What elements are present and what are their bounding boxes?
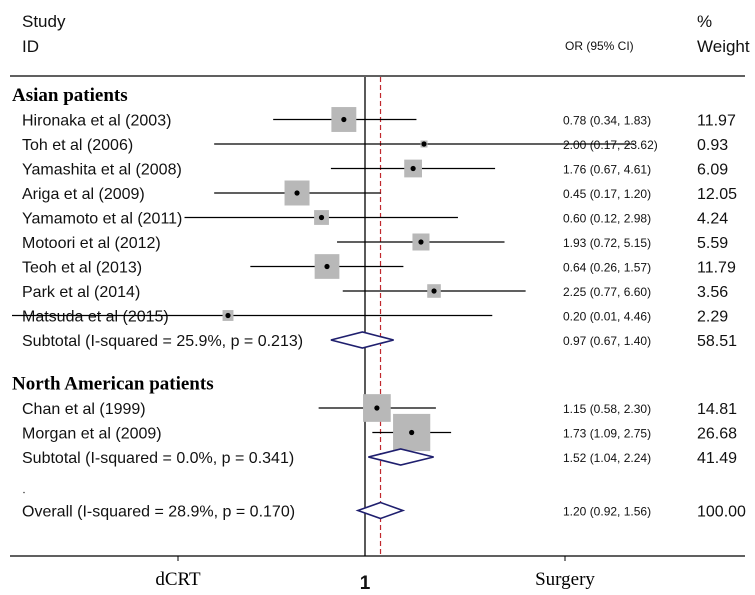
study-label: Motoori et al (2012) (22, 235, 161, 252)
x-axis-label-left: dCRT (155, 569, 201, 590)
study-weight-text: 26.68 (697, 426, 737, 443)
study-label: Morgan et al (2009) (22, 426, 162, 443)
group-heading: North American patients (12, 374, 214, 395)
study-weight-text: 12.05 (697, 186, 737, 203)
study-ci-text: 1.15 (0.58, 2.30) (563, 402, 651, 416)
subtotal-label: Subtotal (I-squared = 0.0%, p = 0.341) (22, 450, 294, 467)
study-point-estimate (374, 405, 380, 411)
study-label: Park et al (2014) (22, 284, 140, 301)
study-ci-text: 2.25 (0.77, 6.60) (563, 285, 651, 299)
study-weight-text: 4.24 (697, 211, 728, 228)
spacer-dot (23, 491, 25, 494)
study-point-estimate (421, 141, 427, 147)
study-ci-text: 0.64 (0.26, 1.57) (563, 261, 651, 275)
subtotal-label: Subtotal (I-squared = 25.9%, p = 0.213) (22, 333, 303, 350)
study-weight-text: 0.93 (697, 137, 728, 154)
study-point-estimate (318, 214, 325, 221)
study-point-estimate (409, 429, 415, 436)
study-label: Yamamoto et al (2011) (22, 211, 182, 228)
study-weight-text: 11.97 (697, 113, 736, 130)
study-ci-text: 0.20 (0.01, 4.46) (563, 310, 651, 324)
study-point-estimate (431, 288, 437, 294)
study-label: Yamashita et al (2008) (22, 162, 182, 179)
group-heading: Asian patients (12, 85, 128, 106)
study-ci-text: 1.76 (0.67, 4.61) (563, 163, 651, 177)
header-study-line1: Study (22, 12, 66, 31)
study-label: Hironaka et al (2003) (22, 113, 171, 130)
study-point-estimate (294, 190, 300, 196)
study-label: Teoh et al (2013) (22, 260, 142, 277)
header-or-label: OR (95% CI) (565, 39, 634, 53)
overall-label: Overall (I-squared = 28.9%, p = 0.170) (22, 504, 295, 521)
study-ci-text: 0.45 (0.17, 1.20) (563, 187, 651, 201)
study-label: Ariga et al (2009) (22, 186, 145, 203)
study-ci-text: 1.93 (0.72, 5.15) (563, 236, 651, 250)
overall-ci-text: 1.20 (0.92, 1.56) (563, 505, 651, 519)
header-weight-line2: Weight (697, 37, 750, 56)
subtotal-diamond (330, 331, 394, 349)
study-point-estimate (324, 263, 330, 270)
study-point-estimate (341, 116, 347, 123)
study-label: Matsuda et al (2015) (22, 309, 169, 326)
subtotal-weight-text: 41.49 (697, 450, 737, 467)
study-weight-text: 6.09 (697, 162, 728, 179)
study-ci-text: 0.60 (0.12, 2.98) (563, 212, 651, 226)
study-label: Toh et al (2006) (22, 137, 133, 154)
study-point-estimate (225, 312, 231, 319)
x-axis-label-right: Surgery (535, 569, 595, 590)
study-weight-text: 14.81 (697, 401, 737, 418)
study-ci-text: 1.73 (1.09, 2.75) (563, 427, 651, 441)
study-weight-text: 2.29 (697, 309, 728, 326)
study-ci-text: 0.78 (0.34, 1.83) (563, 114, 651, 128)
study-weight-text: 5.59 (697, 235, 728, 252)
x-axis-label-center: 1 (360, 573, 371, 594)
subtotal-diamond (368, 448, 434, 466)
study-label: Chan et al (1999) (22, 401, 146, 418)
header-weight-line1: % (697, 12, 712, 31)
study-point-estimate (418, 239, 424, 245)
overall-diamond (355, 501, 406, 520)
subtotal-ci-text: 1.52 (1.04, 2.24) (563, 451, 651, 465)
study-ci-text: 2.00 (0.17, 23.62) (563, 138, 658, 152)
subtotal-weight-text: 58.51 (697, 333, 737, 350)
study-point-estimate (410, 165, 416, 172)
subtotal-ci-text: 0.97 (0.67, 1.40) (563, 334, 651, 348)
study-weight-text: 3.56 (697, 284, 728, 301)
header-study-line2: ID (22, 37, 39, 56)
rows-layer: Asian patients Hironaka et al (2003) 0.78 … (12, 85, 746, 521)
overall-weight-text: 100.00 (697, 504, 746, 521)
study-weight-text: 11.79 (697, 260, 736, 277)
